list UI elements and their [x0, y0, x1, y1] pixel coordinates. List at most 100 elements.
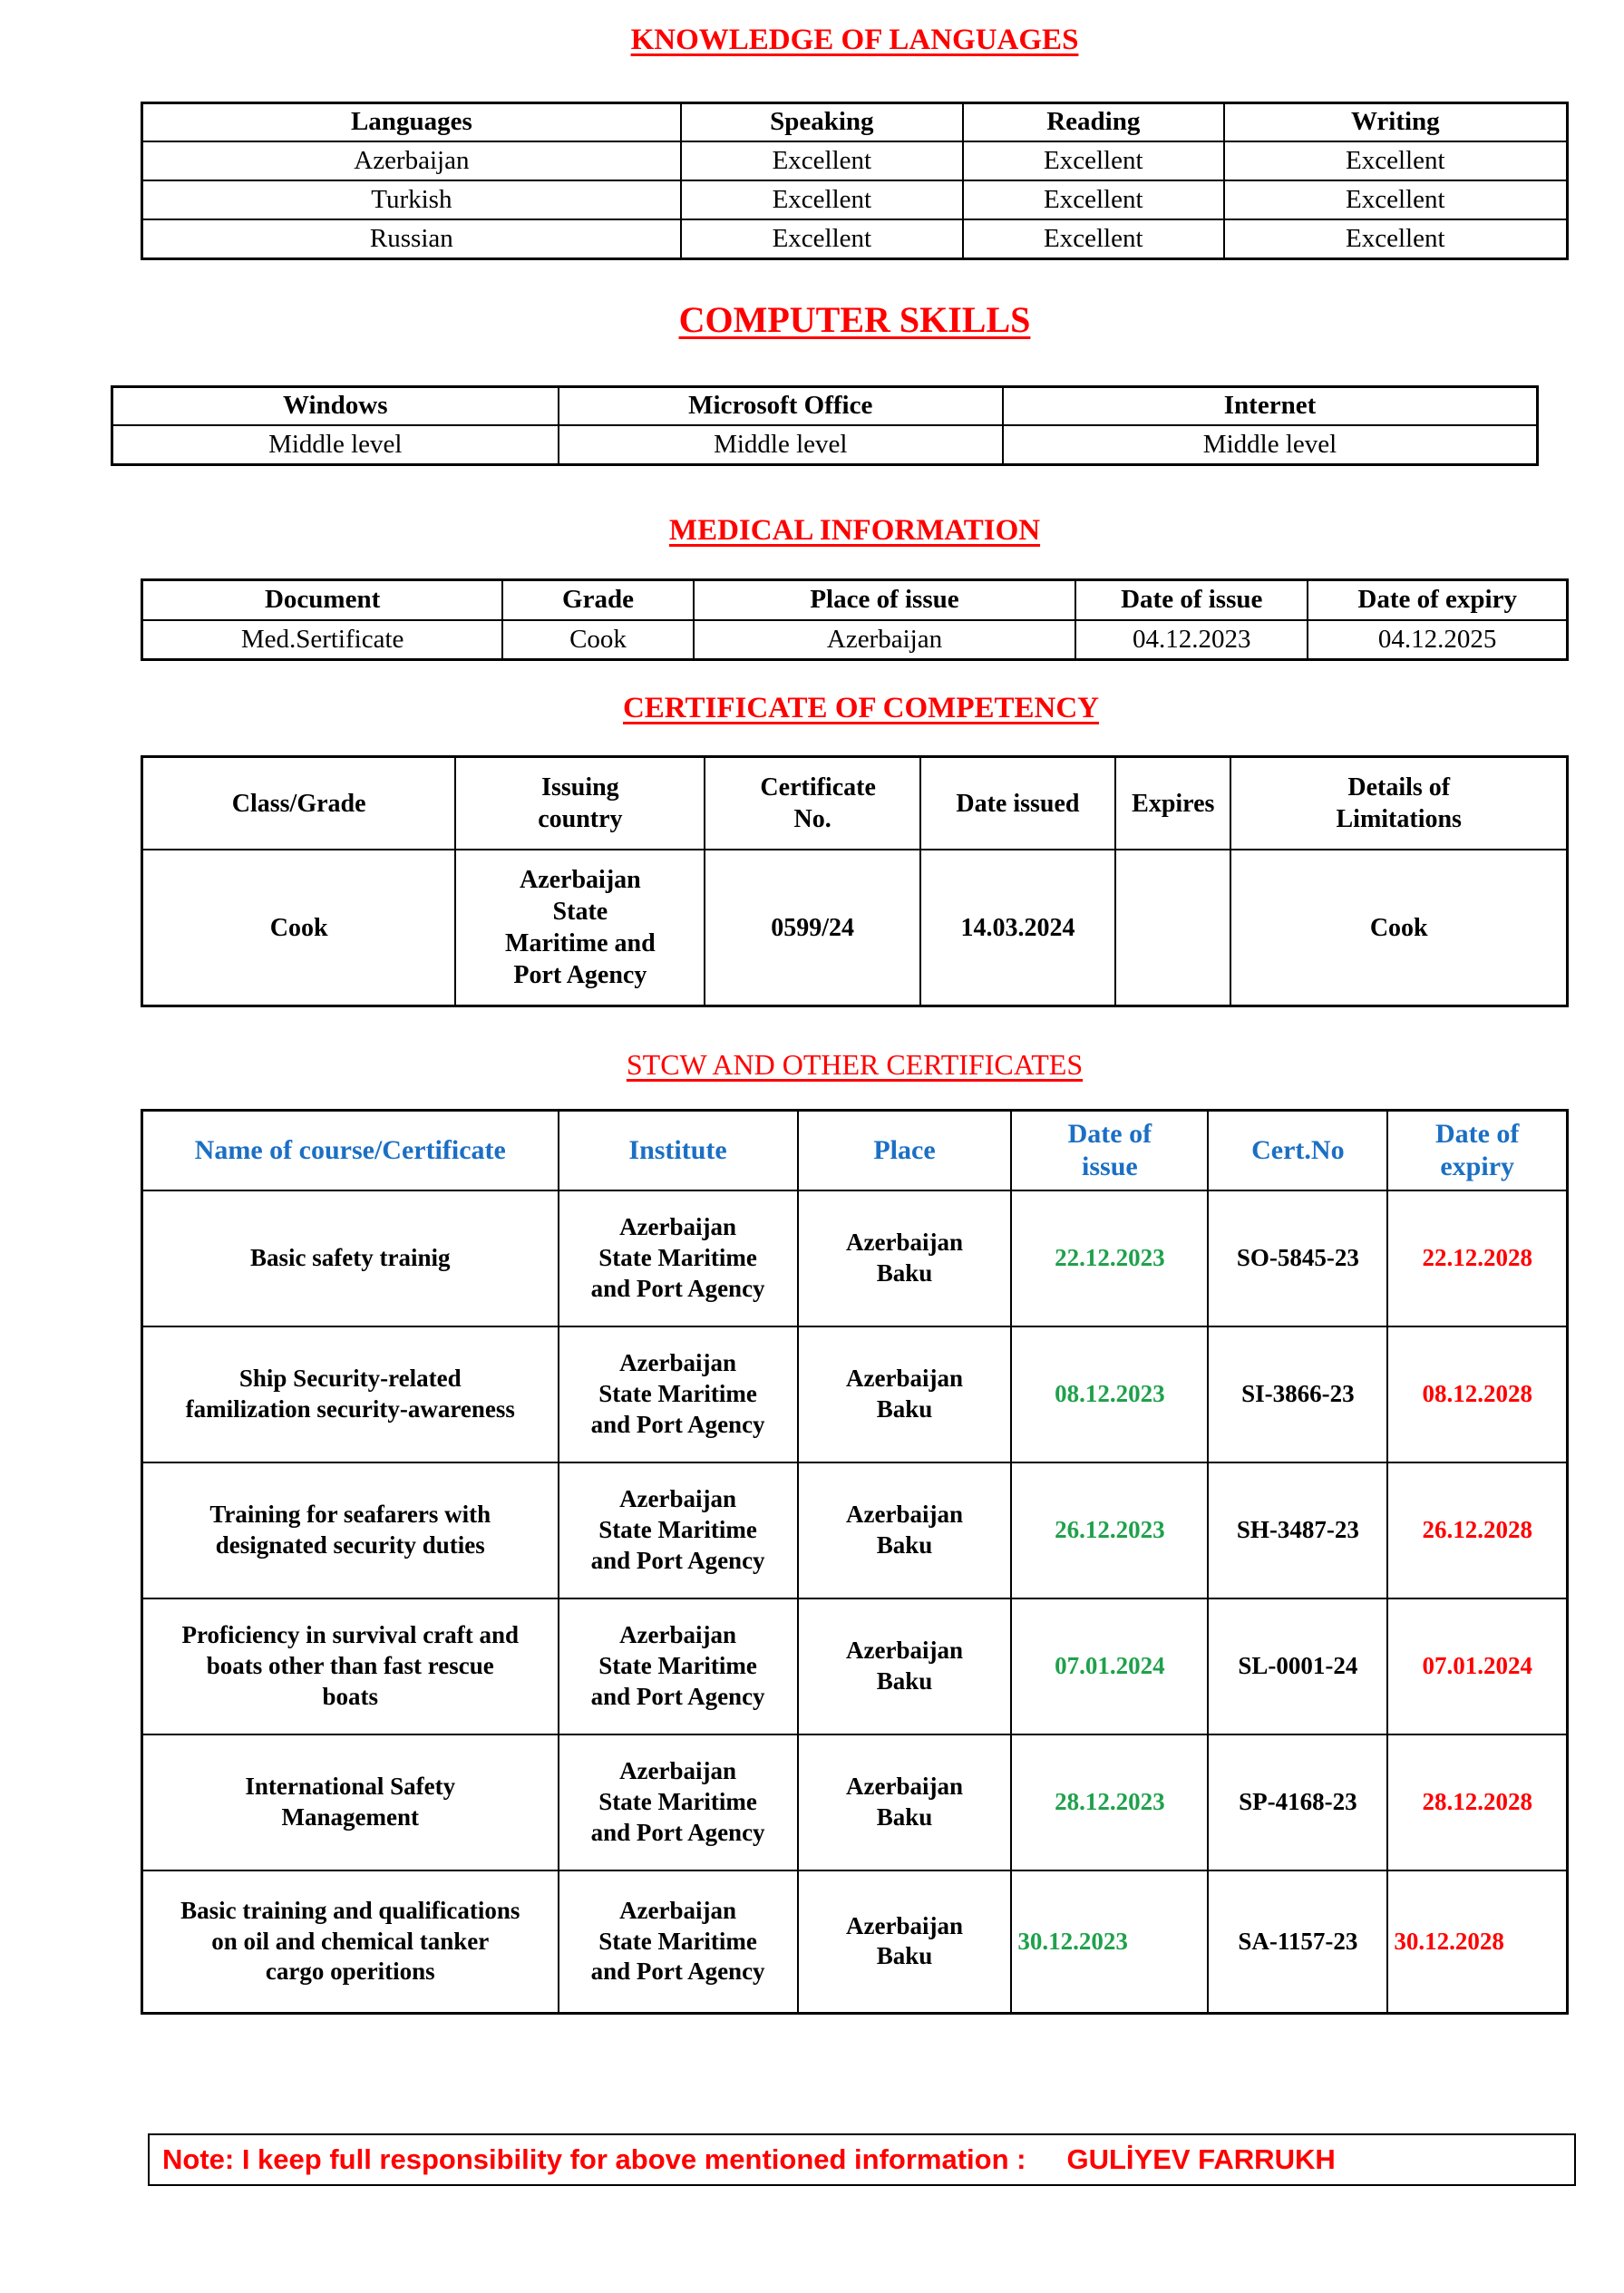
cert-no-cell: SI-3866-23	[1207, 1325, 1389, 1463]
languages-header-writing: Writing	[1222, 102, 1569, 143]
medical-header-grade: Grade	[501, 578, 695, 621]
institute-cell: Azerbaijan State Maritime and Port Agenc…	[557, 1597, 799, 1735]
institute-cell: Azerbaijan State Maritime and Port Agenc…	[557, 1733, 799, 1871]
languages-header-language: Languages	[141, 102, 682, 143]
reading-cell: Excellent	[961, 141, 1225, 182]
writing-cell: Excellent	[1222, 180, 1569, 221]
stcw-row: Proficiency in survival craft and boats …	[141, 1597, 1569, 1735]
section-title-coc-text: CERTIFICATE OF COMPETENCY	[622, 692, 1100, 725]
note-person-name: GULİYEV FARRUKH	[1066, 2143, 1336, 2176]
speaking-cell: Excellent	[679, 141, 964, 182]
place-cell: Azerbaijan Baku	[796, 1869, 1013, 2015]
responsibility-note-box: Note: I keep full responsibility for abo…	[148, 2133, 1576, 2187]
computer-header-office: Microsoft Office	[557, 385, 1004, 427]
stcw-row: International Safety Management Azerbaij…	[141, 1733, 1569, 1871]
language-row: Azerbaijan Excellent Excellent Excellent	[141, 141, 1569, 182]
place-cell: Azerbaijan Baku	[796, 1189, 1013, 1327]
languages-header-reading: Reading	[961, 102, 1225, 143]
stcw-row: Basic safety trainig Azerbaijan State Ma…	[141, 1189, 1569, 1327]
medical-header-date-expiry: Date of expiry	[1307, 578, 1569, 621]
expiry-date-cell: 22.12.2028	[1386, 1189, 1569, 1327]
speaking-cell: Excellent	[679, 180, 964, 221]
note-text: Note: I keep full responsibility for abo…	[162, 2143, 1026, 2176]
medical-header-place: Place of issue	[692, 578, 1077, 621]
expiry-date-cell: 28.12.2028	[1386, 1733, 1569, 1871]
medical-header-date-issue: Date of issue	[1075, 578, 1309, 621]
place-cell: Azerbaijan Baku	[796, 1325, 1013, 1463]
course-name-cell: Basic training and qualifications on oil…	[141, 1869, 559, 2015]
medical-header-document: Document	[141, 578, 504, 621]
course-name-cell: Basic safety trainig	[141, 1189, 559, 1327]
document-content: KNOWLEDGE OF LANGUAGES Languages Speakin…	[111, 23, 1576, 2187]
place-cell: Azerbaijan Baku	[796, 1597, 1013, 1735]
coc-certificate-no-cell: 0599/24	[704, 849, 921, 1007]
coc-header-expires: Expires	[1114, 755, 1232, 851]
institute-cell: Azerbaijan State Maritime and Port Agenc…	[557, 1461, 799, 1599]
medical-place-cell: Azerbaijan	[692, 618, 1077, 661]
writing-cell: Excellent	[1222, 219, 1569, 260]
cert-no-cell: SL-0001-24	[1207, 1597, 1389, 1735]
medical-date-expiry-cell: 04.12.2025	[1307, 618, 1569, 661]
section-title-stcw-text: STCW AND OTHER CERTIFICATES	[626, 1047, 1084, 1081]
section-title-coc: CERTIFICATE OF COMPETENCY	[141, 691, 1569, 727]
stcw-header-course: Name of course/Certificate	[141, 1109, 559, 1191]
institute-cell: Azerbaijan State Maritime and Port Agenc…	[557, 1189, 799, 1327]
languages-table: Languages Speaking Reading Writing Azerb…	[141, 101, 1569, 260]
coc-header-class-grade: Class/Grade	[141, 755, 457, 851]
stcw-header-place: Place	[796, 1109, 1013, 1191]
office-level-cell: Middle level	[557, 424, 1004, 466]
coc-header-issuing-country: Issuing country	[454, 755, 706, 851]
issue-date-cell: 08.12.2023	[1010, 1325, 1210, 1463]
speaking-cell: Excellent	[679, 219, 964, 260]
stcw-header-row: Name of course/Certificate Institute Pla…	[141, 1109, 1569, 1191]
language-name-cell: Azerbaijan	[141, 141, 682, 182]
stcw-row: Basic training and qualifications on oil…	[141, 1869, 1569, 2015]
section-title-stcw: STCW AND OTHER CERTIFICATES	[141, 1047, 1569, 1082]
certificate-of-competency-table: Class/Grade Issuing country Certificate …	[141, 754, 1569, 1007]
section-title-languages: KNOWLEDGE OF LANGUAGES	[141, 23, 1569, 59]
section-title-medical-text: MEDICAL INFORMATION	[668, 513, 1041, 547]
medical-header-row: Document Grade Place of issue Date of is…	[141, 578, 1569, 621]
place-cell: Azerbaijan Baku	[796, 1461, 1013, 1599]
section-title-medical: MEDICAL INFORMATION	[141, 513, 1569, 549]
issue-date-cell: 28.12.2023	[1010, 1733, 1210, 1871]
coc-expires-cell	[1114, 849, 1232, 1007]
course-name-cell: Training for seafarers with designated s…	[141, 1461, 559, 1599]
expiry-date-cell: 30.12.2028	[1386, 1869, 1569, 2015]
reading-cell: Excellent	[961, 219, 1225, 260]
languages-header-row: Languages Speaking Reading Writing	[141, 102, 1569, 143]
coc-date-issued-cell: 14.03.2024	[919, 849, 1117, 1007]
expiry-date-cell: 08.12.2028	[1386, 1325, 1569, 1463]
computer-header-internet: Internet	[1001, 385, 1539, 427]
language-name-cell: Turkish	[141, 180, 682, 221]
medical-date-issue-cell: 04.12.2023	[1075, 618, 1309, 661]
medical-table: Document Grade Place of issue Date of is…	[141, 578, 1569, 662]
internet-level-cell: Middle level	[1001, 424, 1539, 466]
stcw-certificates-table: Name of course/Certificate Institute Pla…	[141, 1109, 1569, 2016]
course-name-cell: International Safety Management	[141, 1733, 559, 1871]
cert-no-cell: SP-4168-23	[1207, 1733, 1389, 1871]
place-cell: Azerbaijan Baku	[796, 1733, 1013, 1871]
stcw-row: Ship Security-related familization secur…	[141, 1325, 1569, 1463]
medical-document-cell: Med.Sertificate	[141, 618, 504, 661]
section-title-computer-skills-text: COMPUTER SKILLS	[678, 298, 1031, 340]
computer-skills-value-row: Middle level Middle level Middle level	[111, 424, 1539, 466]
section-title-languages-text: KNOWLEDGE OF LANGUAGES	[630, 24, 1079, 56]
cert-no-cell: SO-5845-23	[1207, 1189, 1389, 1327]
coc-class-grade-cell: Cook	[141, 849, 457, 1007]
course-name-cell: Ship Security-related familization secur…	[141, 1325, 559, 1463]
cert-no-cell: SH-3487-23	[1207, 1461, 1389, 1599]
medical-grade-cell: Cook	[501, 618, 695, 661]
stcw-header-date-issue: Date of issue	[1010, 1109, 1210, 1191]
institute-cell: Azerbaijan State Maritime and Port Agenc…	[557, 1869, 799, 2015]
reading-cell: Excellent	[961, 180, 1225, 221]
stcw-header-cert-no: Cert.No	[1207, 1109, 1389, 1191]
coc-issuing-country-cell: Azerbaijan State Maritime and Port Agenc…	[454, 849, 706, 1007]
coc-header-certificate-no: Certificate No.	[704, 755, 921, 851]
issue-date-cell: 07.01.2024	[1010, 1597, 1210, 1735]
institute-cell: Azerbaijan State Maritime and Port Agenc…	[557, 1325, 799, 1463]
medical-data-row: Med.Sertificate Cook Azerbaijan 04.12.20…	[141, 618, 1569, 661]
coc-data-row: Cook Azerbaijan State Maritime and Port …	[141, 849, 1569, 1007]
issue-date-cell: 30.12.2023	[1010, 1869, 1210, 2015]
